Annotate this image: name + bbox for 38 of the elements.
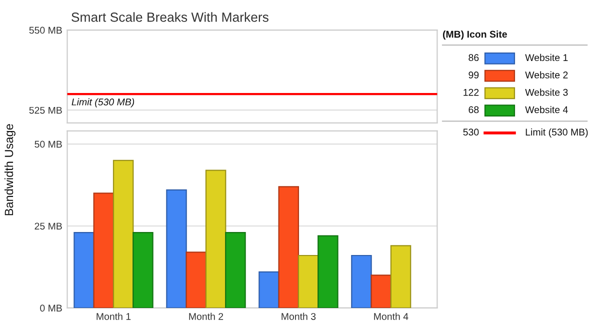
- text: 68: [468, 106, 479, 114]
- bar: [205, 170, 226, 308]
- text: Limit (530 MB): [526, 128, 588, 138]
- legend-label: Website 2: [525, 71, 568, 78]
- x-tick-label: Month 1: [96, 312, 131, 320]
- bar: [186, 252, 207, 308]
- text: 99: [468, 72, 479, 78]
- legend-title: (MB) Icon Site: [442, 30, 507, 40]
- y-tick-label: 550 MB: [29, 26, 62, 34]
- x-tick-label: Month 4: [374, 312, 408, 320]
- legend-label: Website 1: [525, 54, 568, 62]
- ref-line-label: Limit (530 MB): [72, 98, 134, 108]
- legend-label: Website 3: [525, 88, 568, 96]
- bar: [258, 271, 280, 308]
- y-axis-title: Bandwidth Usage: [4, 124, 16, 216]
- bar: [225, 232, 246, 308]
- text: 530: [463, 128, 479, 136]
- bar: [74, 232, 94, 308]
- bar: [132, 232, 154, 308]
- legend-label: Website 4: [525, 106, 568, 114]
- bar: [390, 245, 412, 308]
- y-tick-label: 50 MB: [34, 140, 62, 148]
- bar: [351, 254, 372, 308]
- bar: [370, 274, 392, 308]
- bar: [112, 160, 134, 308]
- y-tick-label: 25 MB: [34, 222, 62, 230]
- x-tick-label: Month 2: [189, 312, 224, 320]
- bar: [318, 235, 338, 308]
- text: 122: [464, 88, 479, 96]
- bar: [166, 189, 187, 308]
- text: 86: [468, 54, 479, 62]
- y-tick-label: 0 MB: [40, 304, 62, 312]
- y-tick-label: 525 MB: [29, 106, 62, 114]
- bar: [93, 192, 114, 308]
- x-tick-label: Month 3: [282, 312, 316, 320]
- chart-title: Smart Scale Breaks With Markers: [72, 12, 268, 22]
- bar: [278, 186, 300, 308]
- bar: [298, 254, 319, 308]
